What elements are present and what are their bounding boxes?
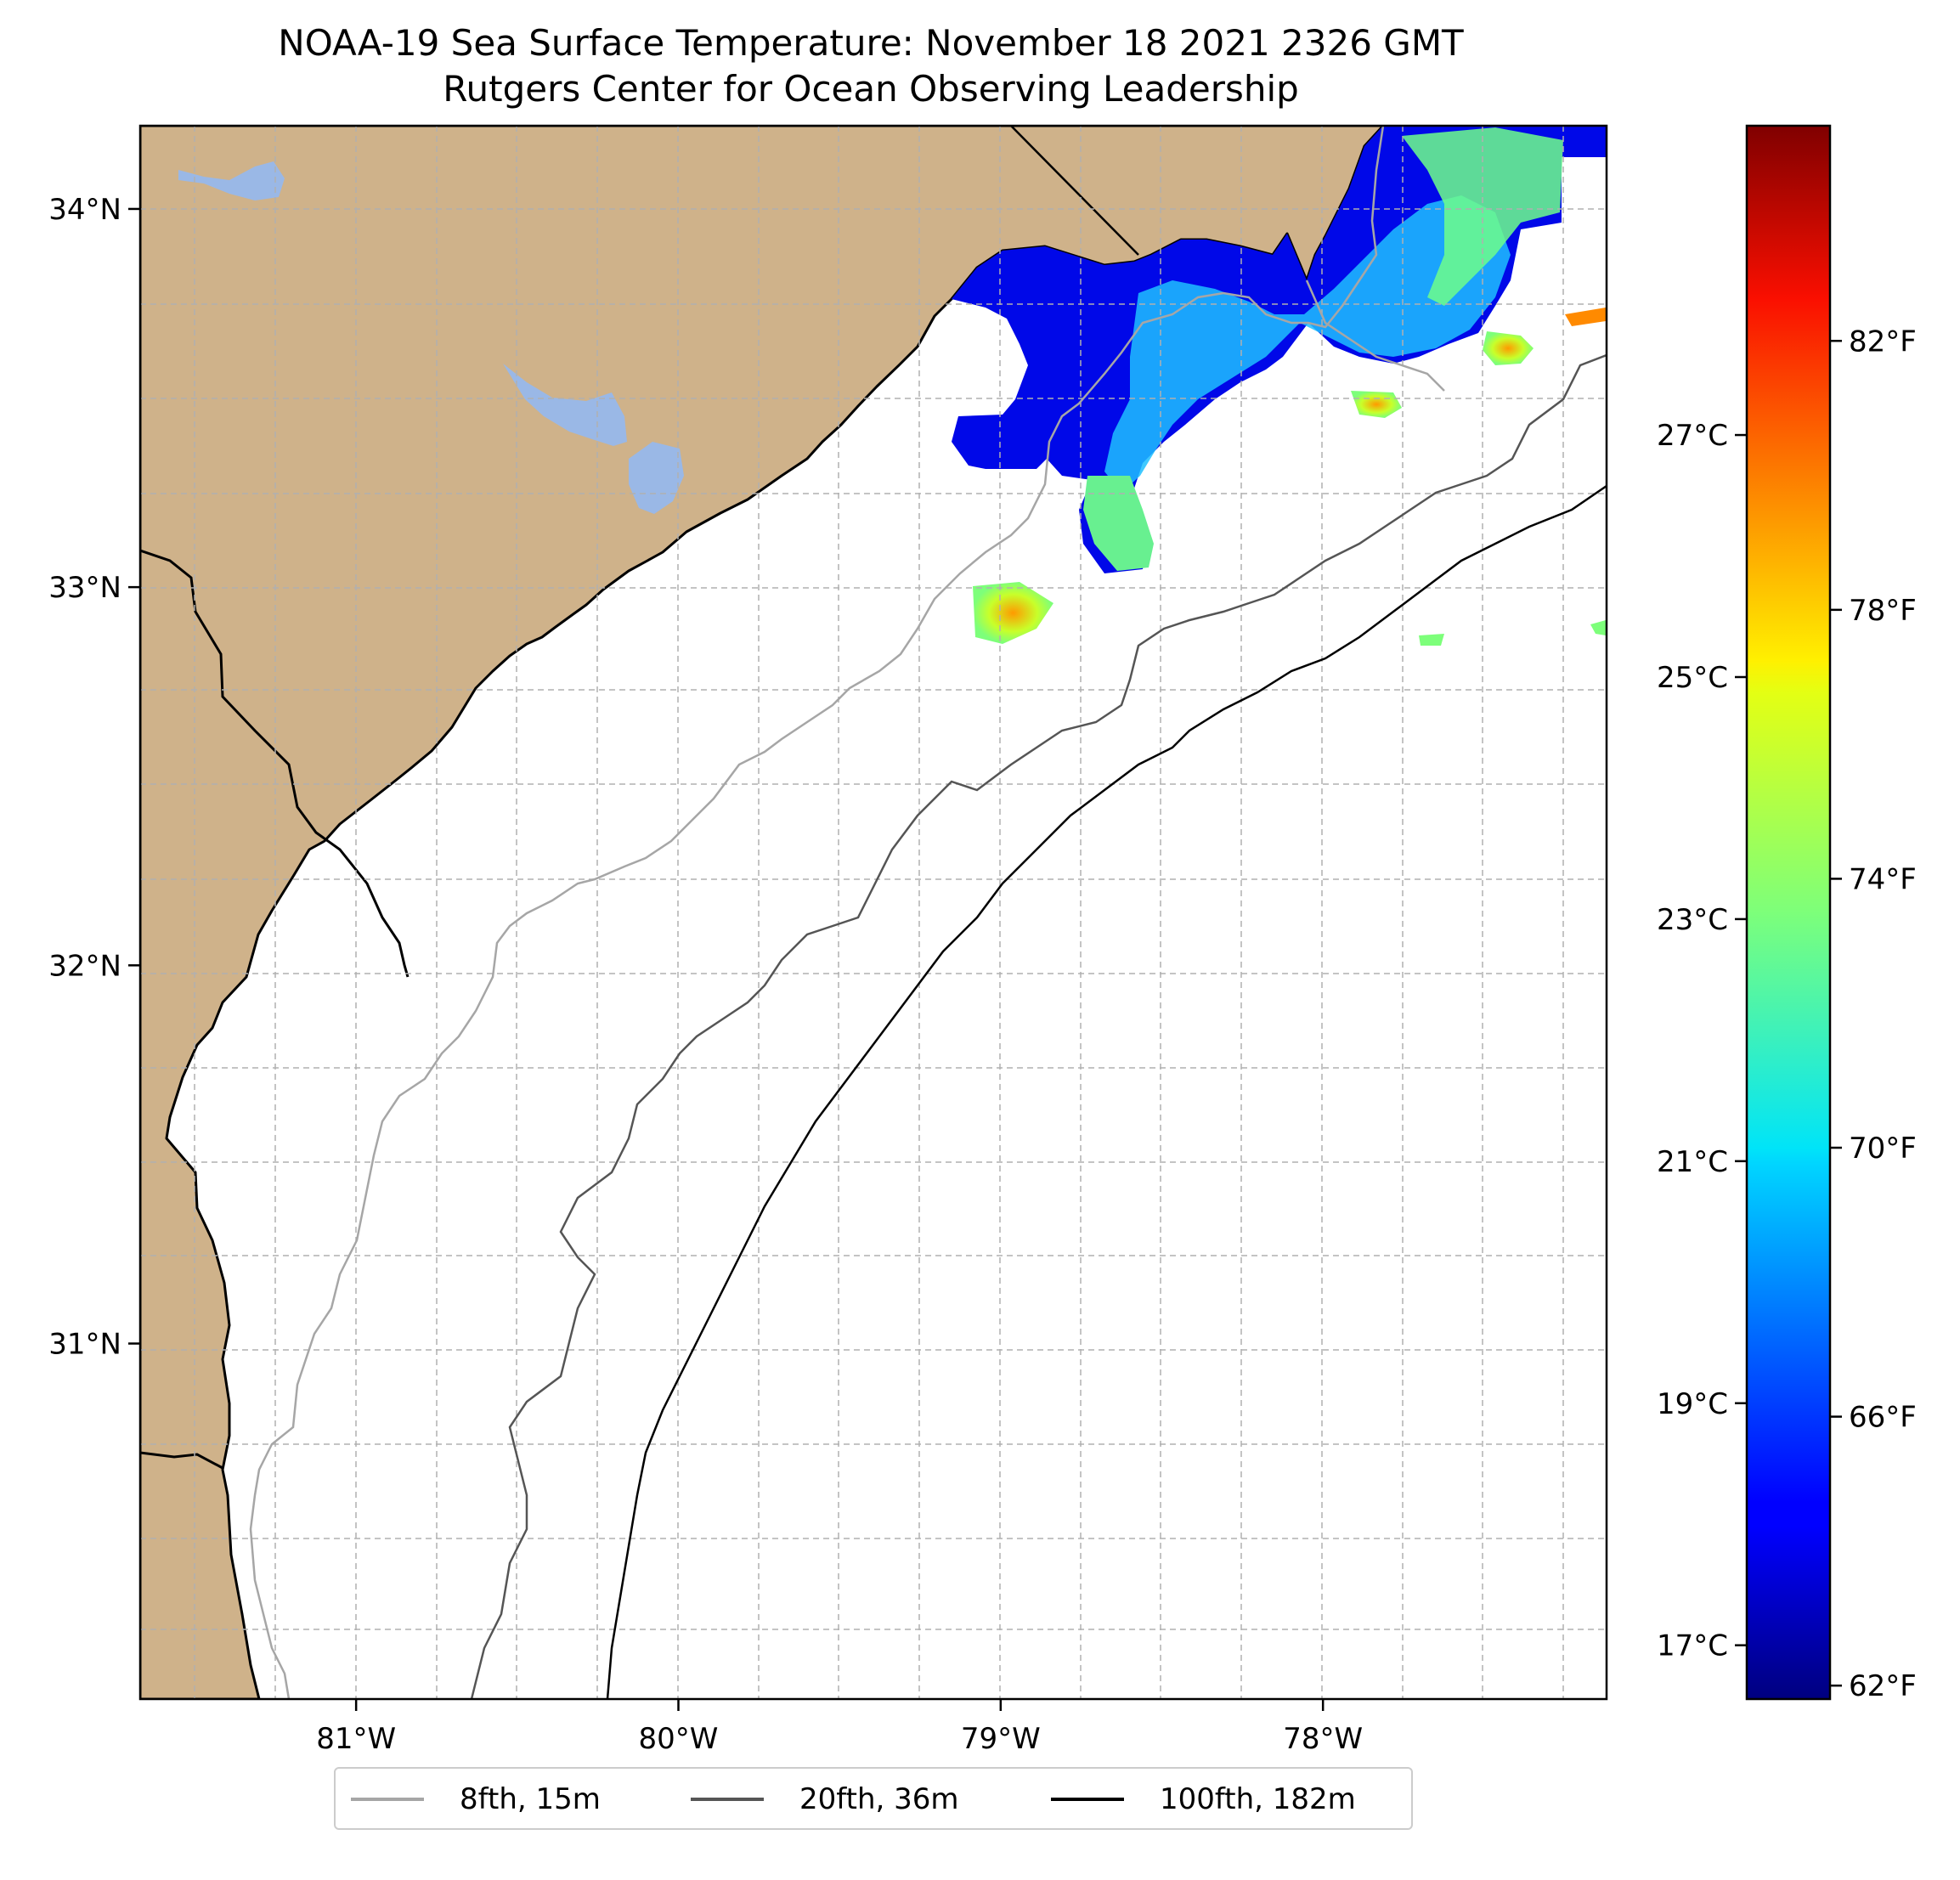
state-border-sc-ga xyxy=(140,549,410,978)
legend-label-100fth: 100fth, 182m xyxy=(1160,1782,1356,1816)
gridlines xyxy=(140,126,1607,1699)
isobath-100fth xyxy=(606,484,1607,1699)
legend: 8fth, 15m 20fth, 36m 100fth, 182m xyxy=(334,1767,1413,1830)
sst-speck-2 xyxy=(1590,620,1606,635)
axis-ticks: 81°W 80°W 79°W 78°W 31°N 32°N 33°N 34°N xyxy=(48,193,1363,1756)
lon-tick-label: 79°W xyxy=(961,1722,1041,1756)
colorbar-c-label: 21°C xyxy=(1657,1145,1728,1179)
map-frame xyxy=(138,124,1608,1701)
colorbar-c-label: 25°C xyxy=(1657,661,1728,695)
isobath-8fth-east xyxy=(1305,279,1445,392)
isobath-8fth xyxy=(249,126,1385,1699)
state-border-ga-fl xyxy=(140,1451,223,1470)
lon-tick-label: 81°W xyxy=(316,1722,396,1756)
sst-warm-4 xyxy=(1565,308,1606,326)
colorbar-f-label: 66°F xyxy=(1849,1401,1917,1435)
colorbar-c-label: 27°C xyxy=(1657,419,1728,453)
legend-line-100fth xyxy=(1051,1798,1124,1801)
lon-tick-label: 78°W xyxy=(1283,1722,1363,1756)
colorbar xyxy=(1745,124,1832,1701)
colorbar-c-label: 23°C xyxy=(1657,903,1728,937)
colorbar-f-label: 82°F xyxy=(1849,325,1917,358)
sst-patch-cyan xyxy=(1104,195,1511,493)
sst-warm-3 xyxy=(973,582,1053,644)
sst-patch-green xyxy=(1402,127,1563,306)
chart-subtitle: Rutgers Center for Ocean Observing Leade… xyxy=(443,68,1299,110)
legend-line-20fth xyxy=(691,1798,764,1801)
isobath-20fth xyxy=(470,353,1607,1699)
land xyxy=(140,126,1385,1699)
legend-label-8fth: 8fth, 15m xyxy=(460,1782,601,1816)
lat-tick-label: 33°N xyxy=(48,571,121,605)
legend-label-20fth: 20fth, 36m xyxy=(799,1782,959,1816)
sst-warm-2 xyxy=(1351,391,1402,418)
lon-tick-label: 80°W xyxy=(639,1722,719,1756)
lake-north xyxy=(178,161,285,200)
state-border-nc-sc xyxy=(1010,126,1139,256)
colorbar-f-label: 78°F xyxy=(1849,594,1917,628)
lat-tick-label: 34°N xyxy=(48,193,121,227)
sst-patch-south xyxy=(1083,476,1154,571)
colorbar-f-label: 74°F xyxy=(1849,862,1917,896)
lake-marion xyxy=(503,364,627,446)
legend-line-8fth xyxy=(351,1798,424,1801)
lat-tick-label: 31°N xyxy=(48,1328,121,1362)
lat-tick-label: 32°N xyxy=(48,949,121,983)
colorbar-f-label: 70°F xyxy=(1849,1132,1917,1166)
chart-title: NOAA-19 Sea Surface Temperature: Novembe… xyxy=(278,22,1464,64)
colorbar-ticks: 62°F 66°F 70°F 74°F 78°F 82°F 17°C 19°C 21°C 23°C… xyxy=(1657,325,1917,1703)
colorbar-f-label: 62°F xyxy=(1849,1669,1917,1703)
lake-moultrie xyxy=(629,442,684,514)
sst-speck-1 xyxy=(1419,634,1444,646)
colorbar-c-label: 17°C xyxy=(1657,1629,1728,1663)
sst-warm-1 xyxy=(1483,331,1534,365)
colorbar-c-label: 19°C xyxy=(1657,1387,1728,1421)
